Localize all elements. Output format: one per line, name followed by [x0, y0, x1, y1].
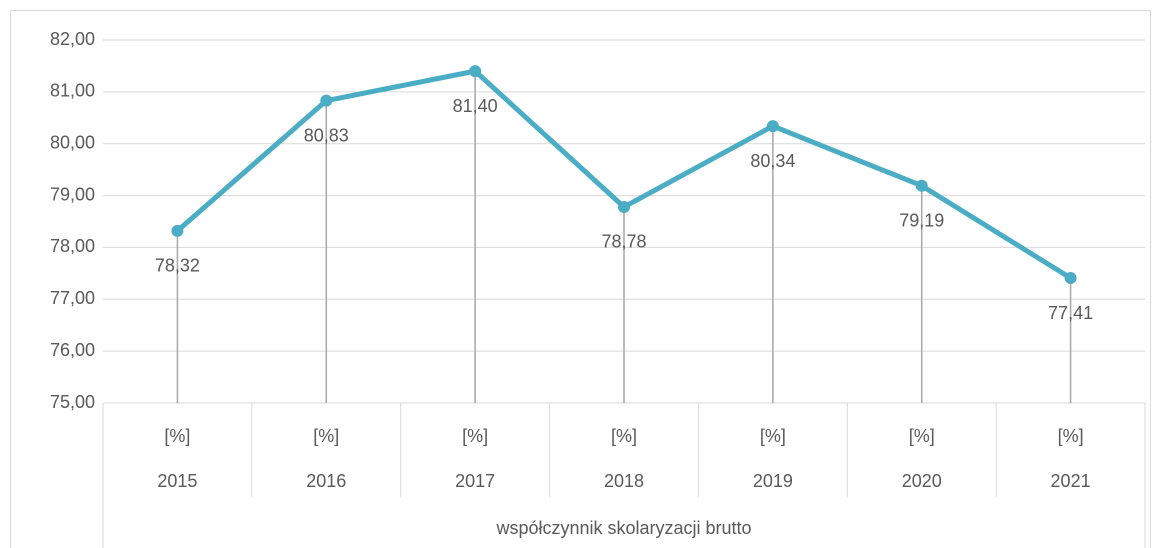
category-group-label: współczynnik skolaryzacji brutto [495, 518, 751, 538]
data-label: 80,34 [750, 151, 795, 171]
y-tick-label: 77,00 [50, 288, 95, 308]
data-label: 79,19 [899, 210, 944, 230]
data-point [320, 94, 333, 107]
data-label: 81,40 [453, 96, 498, 116]
y-tick-label: 82,00 [50, 29, 95, 49]
data-point [1064, 272, 1077, 285]
data-label: 80,83 [304, 125, 349, 145]
subcategory-label: [%] [611, 426, 637, 446]
data-point [618, 200, 630, 213]
data-label: 78,32 [155, 256, 200, 276]
y-tick-label: 81,00 [50, 81, 95, 101]
data-point [171, 224, 184, 237]
x-tick-label: 2016 [306, 471, 346, 491]
data-point [915, 179, 928, 192]
y-tick-label: 78,00 [50, 236, 95, 256]
y-tick-label: 76,00 [50, 340, 95, 360]
y-tick-label: 79,00 [50, 184, 95, 204]
chart-border [10, 10, 1151, 548]
y-tick-label: 75,00 [50, 392, 95, 412]
subcategory-label: [%] [462, 426, 488, 446]
subcategory-label: [%] [909, 426, 935, 446]
data-label: 78,78 [601, 232, 646, 252]
data-point [766, 120, 779, 133]
x-tick-label: 2021 [1051, 471, 1091, 491]
x-tick-label: 2020 [902, 471, 942, 491]
x-tick-label: 2019 [753, 471, 793, 491]
subcategory-label: [%] [164, 426, 190, 446]
subcategory-label: [%] [760, 426, 786, 446]
x-tick-label: 2017 [455, 471, 495, 491]
y-tick-label: 80,00 [50, 132, 95, 152]
subcategory-label: [%] [1058, 426, 1084, 446]
data-label: 77,41 [1048, 303, 1093, 323]
x-tick-label: 2015 [157, 471, 197, 491]
data-point [469, 65, 482, 78]
subcategory-label: [%] [313, 426, 339, 446]
x-tick-label: 2018 [604, 471, 644, 491]
